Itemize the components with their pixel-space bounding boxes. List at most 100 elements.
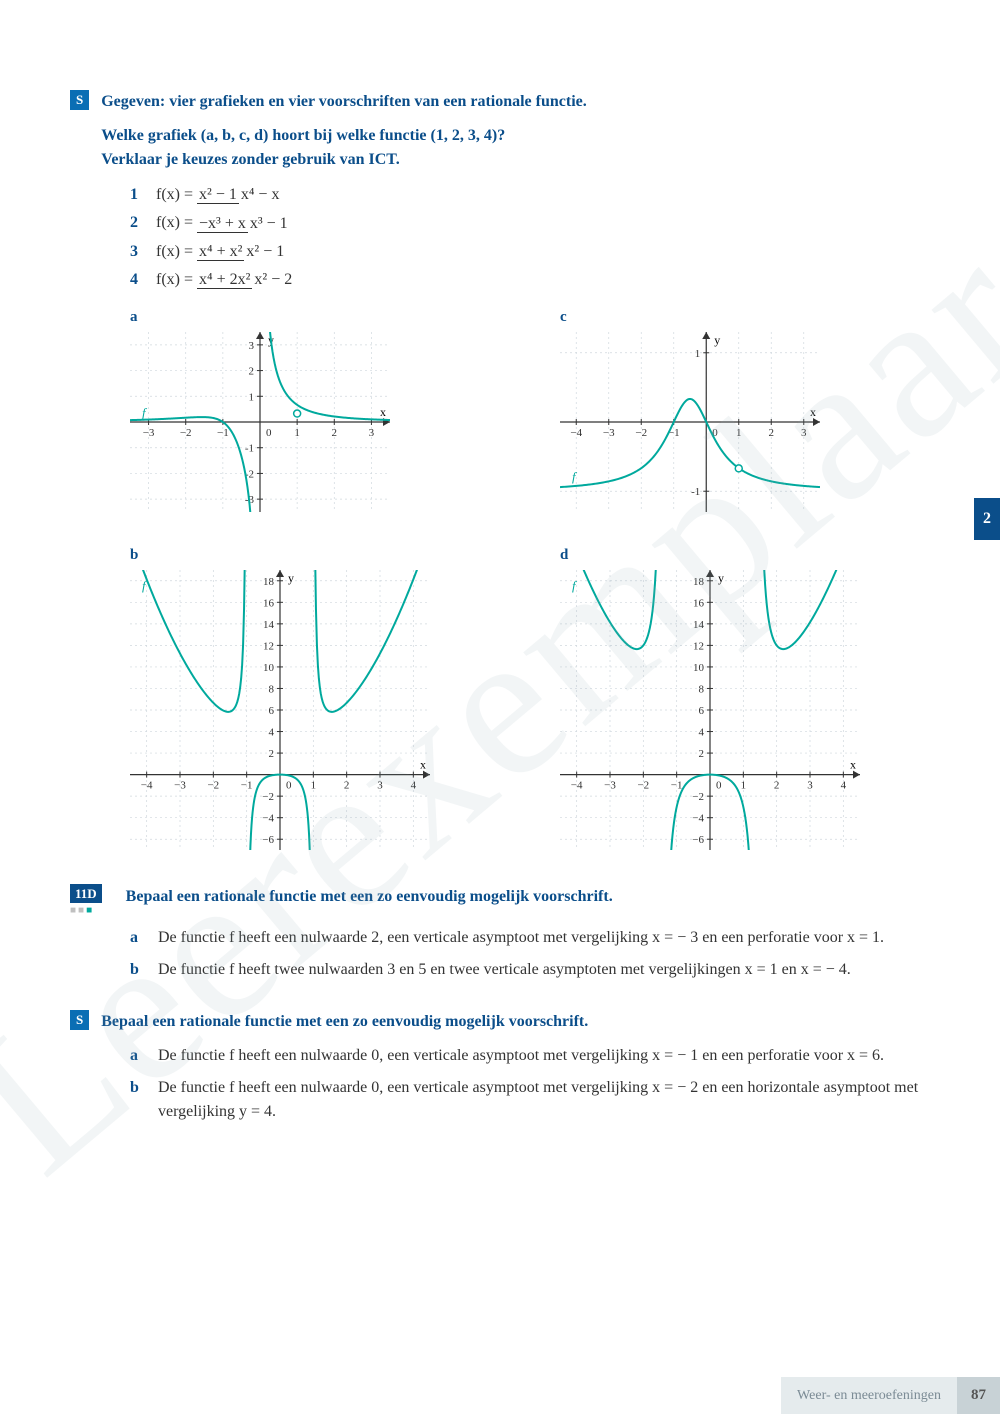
- svg-text:3: 3: [369, 427, 375, 439]
- svg-text:x: x: [420, 758, 426, 772]
- svg-text:2: 2: [332, 427, 338, 439]
- formula-num-2: 2: [130, 214, 156, 232]
- footer-text: Weer- en meeroefeningen: [781, 1388, 957, 1404]
- svg-text:12: 12: [263, 641, 274, 653]
- svg-text:−4: −4: [262, 813, 274, 825]
- exs2-prompt: Bepaal een rationale functie met een zo …: [101, 1010, 930, 1034]
- svg-text:4: 4: [269, 727, 275, 739]
- sub2-b: b: [130, 1076, 158, 1124]
- svg-text:−3: −3: [604, 780, 616, 792]
- svg-text:8: 8: [269, 684, 275, 696]
- svg-text:3: 3: [801, 427, 807, 439]
- svg-text:3: 3: [807, 780, 813, 792]
- svg-text:10: 10: [693, 662, 705, 674]
- prompt-line3: Verklaar je keuzes zonder gebruik van IC…: [101, 148, 930, 172]
- svg-text:f: f: [572, 469, 578, 484]
- svg-text:−6: −6: [262, 835, 274, 847]
- svg-text:f: f: [142, 405, 148, 420]
- svg-text:−1: −1: [671, 780, 683, 792]
- footer-page: 87: [957, 1377, 1000, 1414]
- prompt-line1: Gegeven: vier grafieken en vier voorschr…: [101, 90, 930, 114]
- svg-text:0: 0: [286, 780, 292, 792]
- svg-text:f: f: [572, 578, 578, 593]
- svg-text:−2: −2: [637, 780, 649, 792]
- svg-text:2: 2: [769, 427, 775, 439]
- svg-text:4: 4: [699, 727, 705, 739]
- svg-text:4: 4: [841, 780, 847, 792]
- svg-text:−4: −4: [571, 780, 583, 792]
- sub-a-text: De functie f heeft een nulwaarde 2, een …: [158, 926, 884, 950]
- badge-s: S: [70, 90, 89, 110]
- svg-text:y: y: [714, 333, 720, 347]
- svg-text:x: x: [810, 405, 816, 419]
- svg-text:16: 16: [693, 598, 705, 610]
- graph-b: b −4−3−2−1123424681012141618−2−4−60xyf: [130, 547, 500, 855]
- svg-text:3: 3: [249, 340, 255, 352]
- svg-text:2: 2: [269, 748, 275, 760]
- svg-text:−4: −4: [692, 813, 704, 825]
- svg-text:8: 8: [699, 684, 705, 696]
- svg-text:1: 1: [695, 348, 701, 360]
- svg-text:1: 1: [736, 427, 742, 439]
- svg-text:y: y: [288, 571, 294, 585]
- svg-text:-1: -1: [245, 443, 254, 455]
- svg-text:1: 1: [741, 780, 747, 792]
- formula-num-1: 1: [130, 186, 156, 204]
- svg-text:−3: −3: [603, 427, 615, 439]
- svg-text:18: 18: [263, 576, 275, 588]
- sub2-b-text: De functie f heeft een nulwaarde 0, een …: [158, 1076, 930, 1124]
- svg-text:2: 2: [699, 748, 705, 760]
- svg-text:14: 14: [263, 619, 275, 631]
- svg-text:14: 14: [693, 619, 705, 631]
- svg-text:−2: −2: [635, 427, 647, 439]
- svg-text:−2: −2: [692, 791, 704, 803]
- graph-d-label: d: [560, 547, 930, 564]
- svg-text:−2: −2: [262, 791, 274, 803]
- svg-text:1: 1: [311, 780, 317, 792]
- svg-text:6: 6: [269, 705, 275, 717]
- formula-num-4: 4: [130, 271, 156, 289]
- svg-text:−3: −3: [143, 427, 155, 439]
- graph-b-label: b: [130, 547, 500, 564]
- svg-text:−4: −4: [570, 427, 582, 439]
- sub-b-text: De functie f heeft twee nulwaarden 3 en …: [158, 958, 851, 982]
- formula-num-3: 3: [130, 243, 156, 261]
- svg-text:2: 2: [344, 780, 350, 792]
- sub2-a-text: De functie f heeft een nulwaarde 0, een …: [158, 1044, 884, 1068]
- svg-text:4: 4: [411, 780, 417, 792]
- svg-text:16: 16: [263, 598, 275, 610]
- svg-text:−2: −2: [180, 427, 192, 439]
- graph-a: a −3−2−1123-3-2-11230xyf: [130, 309, 500, 517]
- svg-text:10: 10: [263, 662, 275, 674]
- graph-c: c −4−3−2−1123-110xyf: [560, 309, 930, 517]
- ex11d-prompt: Bepaal een rationale functie met een zo …: [126, 885, 930, 909]
- exercise-s-header: S Gegeven: vier grafieken en vier voorsc…: [70, 90, 930, 172]
- formula-list: 1 f(x) = x² − 1x⁴ − x 2 f(x) = −x³ + xx³…: [130, 186, 930, 289]
- svg-text:2: 2: [249, 366, 255, 378]
- sub-a: a: [130, 926, 158, 950]
- sub2-a: a: [130, 1044, 158, 1068]
- svg-text:18: 18: [693, 576, 705, 588]
- svg-text:0: 0: [266, 427, 272, 439]
- svg-text:x: x: [850, 758, 856, 772]
- svg-text:x: x: [380, 405, 386, 419]
- difficulty-dots: ■■■: [70, 905, 114, 916]
- svg-text:3: 3: [377, 780, 383, 792]
- prompt-line2: Welke grafiek (a, b, c, d) hoort bij wel…: [101, 124, 930, 148]
- svg-text:12: 12: [693, 641, 704, 653]
- svg-text:6: 6: [699, 705, 705, 717]
- svg-text:y: y: [718, 571, 724, 585]
- svg-text:−1: −1: [241, 780, 253, 792]
- svg-text:−3: −3: [174, 780, 186, 792]
- badge-11d: 11D: [70, 884, 102, 903]
- page-footer: Weer- en meeroefeningen 87: [781, 1377, 1000, 1414]
- svg-text:−4: −4: [141, 780, 153, 792]
- svg-text:−2: −2: [207, 780, 219, 792]
- svg-text:1: 1: [294, 427, 300, 439]
- sub-b: b: [130, 958, 158, 982]
- badge-s2: S: [70, 1010, 89, 1030]
- graph-d: d −4−3−2−1123424681012141618−2−4−60xyf: [560, 547, 930, 855]
- svg-text:0: 0: [716, 780, 722, 792]
- svg-text:1: 1: [249, 392, 255, 404]
- graph-c-label: c: [560, 309, 930, 326]
